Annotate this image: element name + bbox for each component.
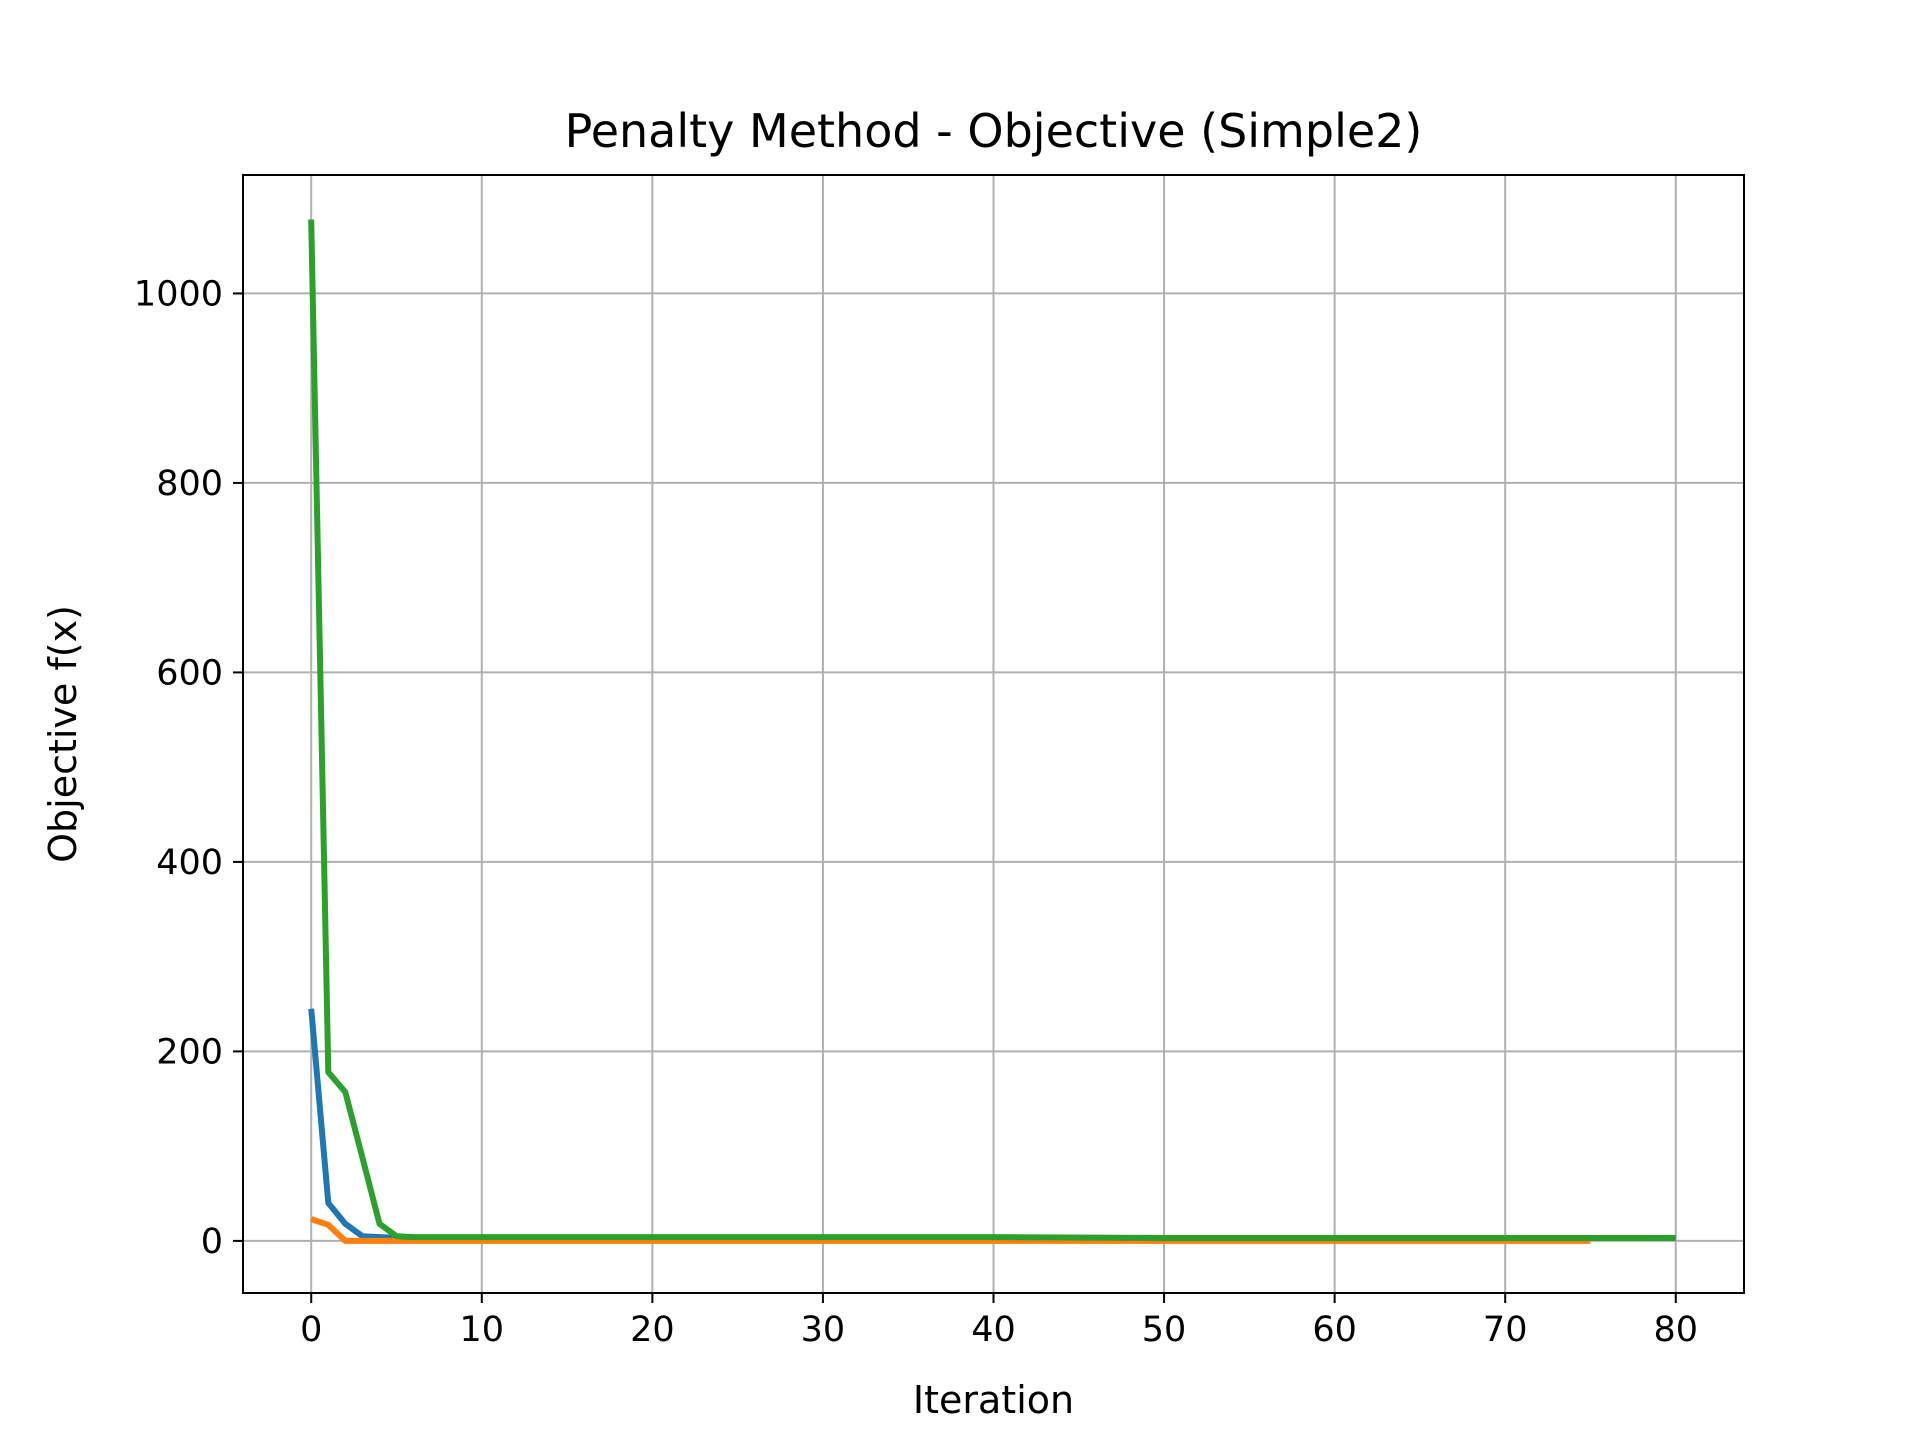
x-tick-label: 50 <box>1142 1310 1187 1350</box>
grid <box>243 175 1744 1293</box>
y-tick-label: 0 <box>201 1222 223 1262</box>
y-tick-label: 600 <box>156 653 223 693</box>
y-tick-label: 1000 <box>134 274 223 314</box>
x-tick-label: 40 <box>971 1310 1016 1350</box>
y-axis-label: Objective f(x) <box>41 605 85 863</box>
y-tick-label: 800 <box>156 464 223 504</box>
x-tick-label: 70 <box>1483 1310 1528 1350</box>
x-tick-label: 80 <box>1653 1310 1698 1350</box>
series-group <box>308 219 1676 1244</box>
series-line-3 <box>308 219 1676 1241</box>
y-tick-label: 200 <box>156 1032 223 1072</box>
y-tick-label: 400 <box>156 843 223 883</box>
x-axis-label: Iteration <box>913 1378 1074 1422</box>
x-tick-label: 0 <box>300 1310 322 1350</box>
x-tick-label: 30 <box>801 1310 846 1350</box>
x-tick-label: 20 <box>630 1310 675 1350</box>
chart-title: Penalty Method - Objective (Simple2) <box>565 104 1423 158</box>
x-tick-label: 10 <box>460 1310 505 1350</box>
x-tick-label: 60 <box>1312 1310 1357 1350</box>
